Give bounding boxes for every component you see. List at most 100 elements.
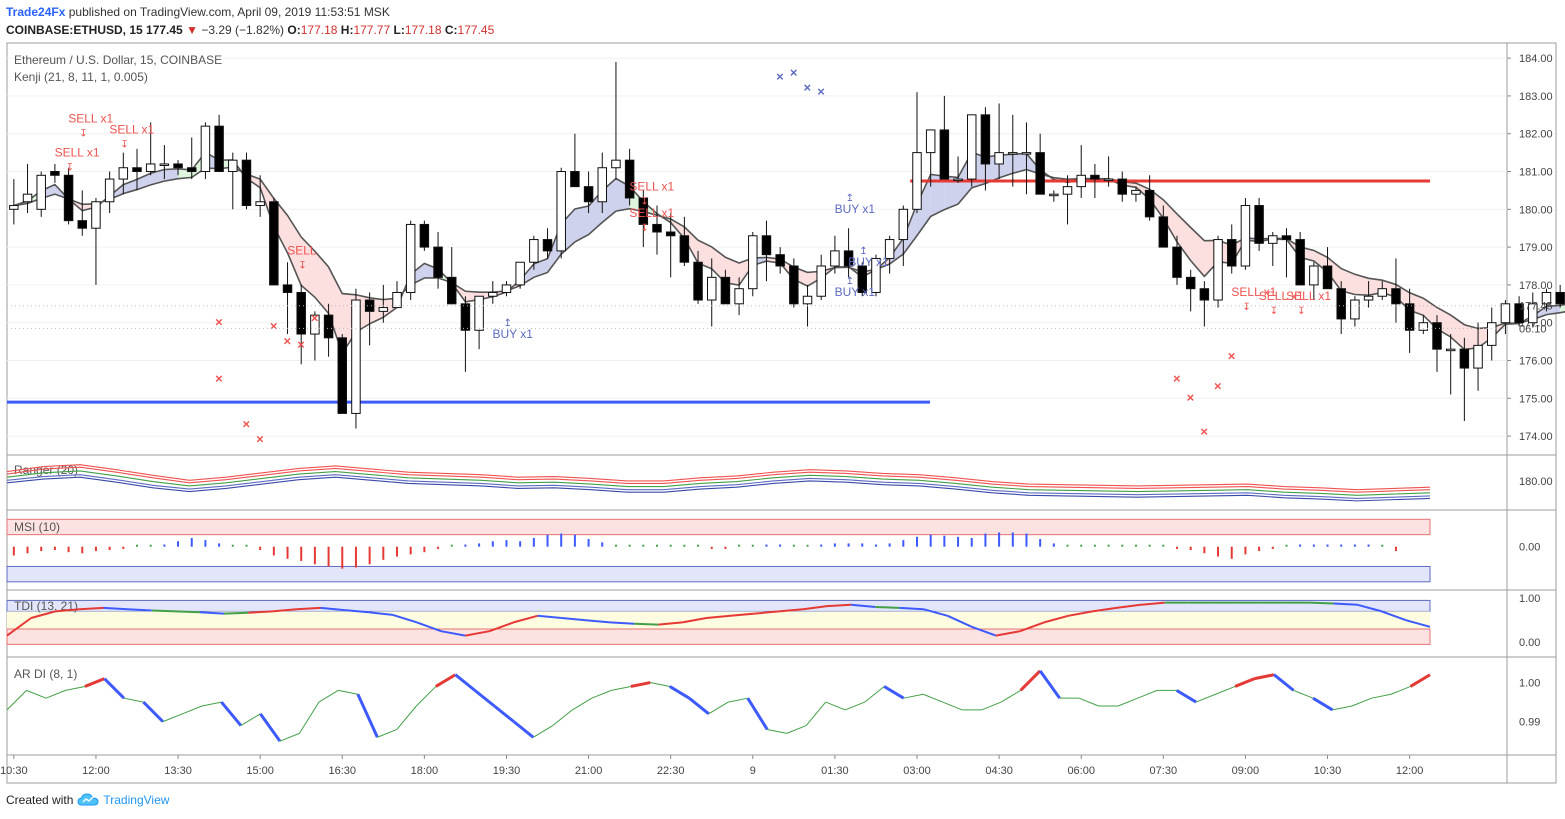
buy-signal-arrow-icon: ↥ <box>846 193 854 204</box>
candle-body <box>1076 174 1086 188</box>
candle-body <box>1131 189 1141 195</box>
ranger-pane[interactable]: Ranger (20) 180.00 <box>6 463 1553 502</box>
price-pane[interactable]: 184.00 183.00 182.00 181.00 180.00 179.00 178.… <box>7 53 1565 447</box>
candle-body <box>1459 348 1470 369</box>
ardi-segment <box>240 713 261 726</box>
high-label: H: <box>340 23 354 37</box>
cloud-segment <box>301 237 315 298</box>
candle-body <box>446 276 457 305</box>
tdi-middle-zone <box>7 611 1430 629</box>
ardi-segment <box>688 697 710 715</box>
ardi-segment <box>1371 693 1392 699</box>
sell-x-marker-icon: × <box>284 333 292 348</box>
footer: Created with TradingView <box>6 793 169 807</box>
y-tick-label: 184.00 <box>1519 53 1553 65</box>
sell-signal-arrow-icon: ↧ <box>1242 302 1250 313</box>
symbol-label: COINBASE:ETHUSD, 15 <box>6 23 143 37</box>
ardi-segment <box>416 686 437 707</box>
tdi-segment <box>465 630 490 637</box>
tdi-segment <box>151 609 176 613</box>
candle-body <box>392 291 402 309</box>
candle-body <box>104 178 115 203</box>
msi-pane[interactable]: MSI (10) 0.00 <box>6 518 1540 583</box>
candle-body <box>1377 288 1388 297</box>
close-label: C: <box>444 23 458 37</box>
candle-body <box>652 223 662 233</box>
candle-body <box>939 129 950 180</box>
candle-body <box>748 235 758 290</box>
candle-body <box>1309 265 1319 286</box>
low-label: L: <box>393 23 405 37</box>
ardi-segment <box>572 697 593 711</box>
sell-signal-label: SELL x1 <box>55 145 100 159</box>
tdi-segment <box>561 617 586 622</box>
buy-signal-arrow-icon: ↥ <box>859 246 867 257</box>
tdi-segment <box>392 613 418 624</box>
ardi-segment <box>512 720 535 739</box>
buy-x-marker-icon: × <box>817 84 825 99</box>
candle-body <box>91 201 101 229</box>
msi-upper-zone <box>6 518 1431 536</box>
ardi-segment <box>746 697 769 731</box>
ardi-segment <box>1409 673 1431 688</box>
ardi-segment <box>1019 669 1042 692</box>
x-tick-label: 01:30 <box>821 765 849 777</box>
candle-body <box>898 208 909 241</box>
tdi-segment <box>513 614 538 624</box>
ardi-segment <box>805 701 827 726</box>
publisher-name[interactable]: Trade24Fx <box>6 5 66 19</box>
x-tick-label: 12:00 <box>1396 765 1424 777</box>
candle-body <box>173 163 183 169</box>
candle-body <box>1035 152 1045 195</box>
cloud-segment <box>1163 199 1177 242</box>
tdi-segment <box>609 621 635 625</box>
x-tick-label: 10:30 <box>0 765 28 777</box>
candle-body <box>843 250 854 267</box>
tdi-segment <box>103 606 128 611</box>
ardi-segment <box>1273 673 1295 692</box>
candle-body <box>1226 239 1237 267</box>
cloud-segment <box>930 174 945 217</box>
candle-body <box>1213 239 1223 301</box>
sell-signal-arrow-icon: ↧ <box>1270 306 1278 317</box>
candle-body <box>323 314 334 339</box>
candle-body <box>255 201 265 207</box>
ardi-segment <box>1390 685 1411 695</box>
sell-x-marker-icon: × <box>242 417 250 432</box>
sell-x-marker-icon: × <box>311 311 319 326</box>
candle-body <box>1473 344 1483 369</box>
ardi-segment <box>454 673 476 692</box>
candle-body <box>1295 239 1305 286</box>
ardi-segment <box>845 701 865 711</box>
candle-body <box>857 265 868 293</box>
ardi-segment <box>1195 693 1216 703</box>
chart-canvas[interactable]: 184.00 183.00 182.00 181.00 180.00 179.00 178.… <box>0 0 1565 790</box>
x-tick-label: 07:30 <box>1150 765 1178 777</box>
candle-body <box>980 114 991 165</box>
y-tick-label: 180.00 <box>1519 204 1553 216</box>
ardi-segment <box>182 705 203 715</box>
ardi-segment <box>396 705 417 730</box>
candle-body <box>296 291 306 335</box>
publish-line: Trade24Fx published on TradingView.com, … <box>6 3 494 21</box>
sell-signal-arrow-icon: ↧ <box>298 261 306 272</box>
tdi-segment <box>1333 602 1358 606</box>
ardi-pane[interactable]: AR DI (8, 1) 1.00 0.99 <box>6 667 1540 743</box>
open-label: O: <box>287 23 301 37</box>
tdi-segment <box>296 606 321 611</box>
ardi-segment <box>767 728 787 734</box>
tdi-pane[interactable]: TDI (13, 21) 1.00 0.00 <box>6 593 1540 649</box>
cloud-segment <box>150 169 165 185</box>
candle-body <box>706 276 717 301</box>
ardi-segment <box>1137 689 1158 699</box>
tdi-segment <box>826 603 852 608</box>
candle-body <box>542 239 553 252</box>
ardi-segment <box>45 689 66 699</box>
candle-body <box>1268 235 1278 244</box>
tradingview-brand[interactable]: TradingView <box>103 793 170 807</box>
ardi-segment <box>162 713 183 723</box>
tdi-segment <box>320 606 345 612</box>
x-tick-label: 22:30 <box>657 765 685 777</box>
tdi-segment <box>875 606 900 609</box>
candle-body <box>1541 291 1552 305</box>
